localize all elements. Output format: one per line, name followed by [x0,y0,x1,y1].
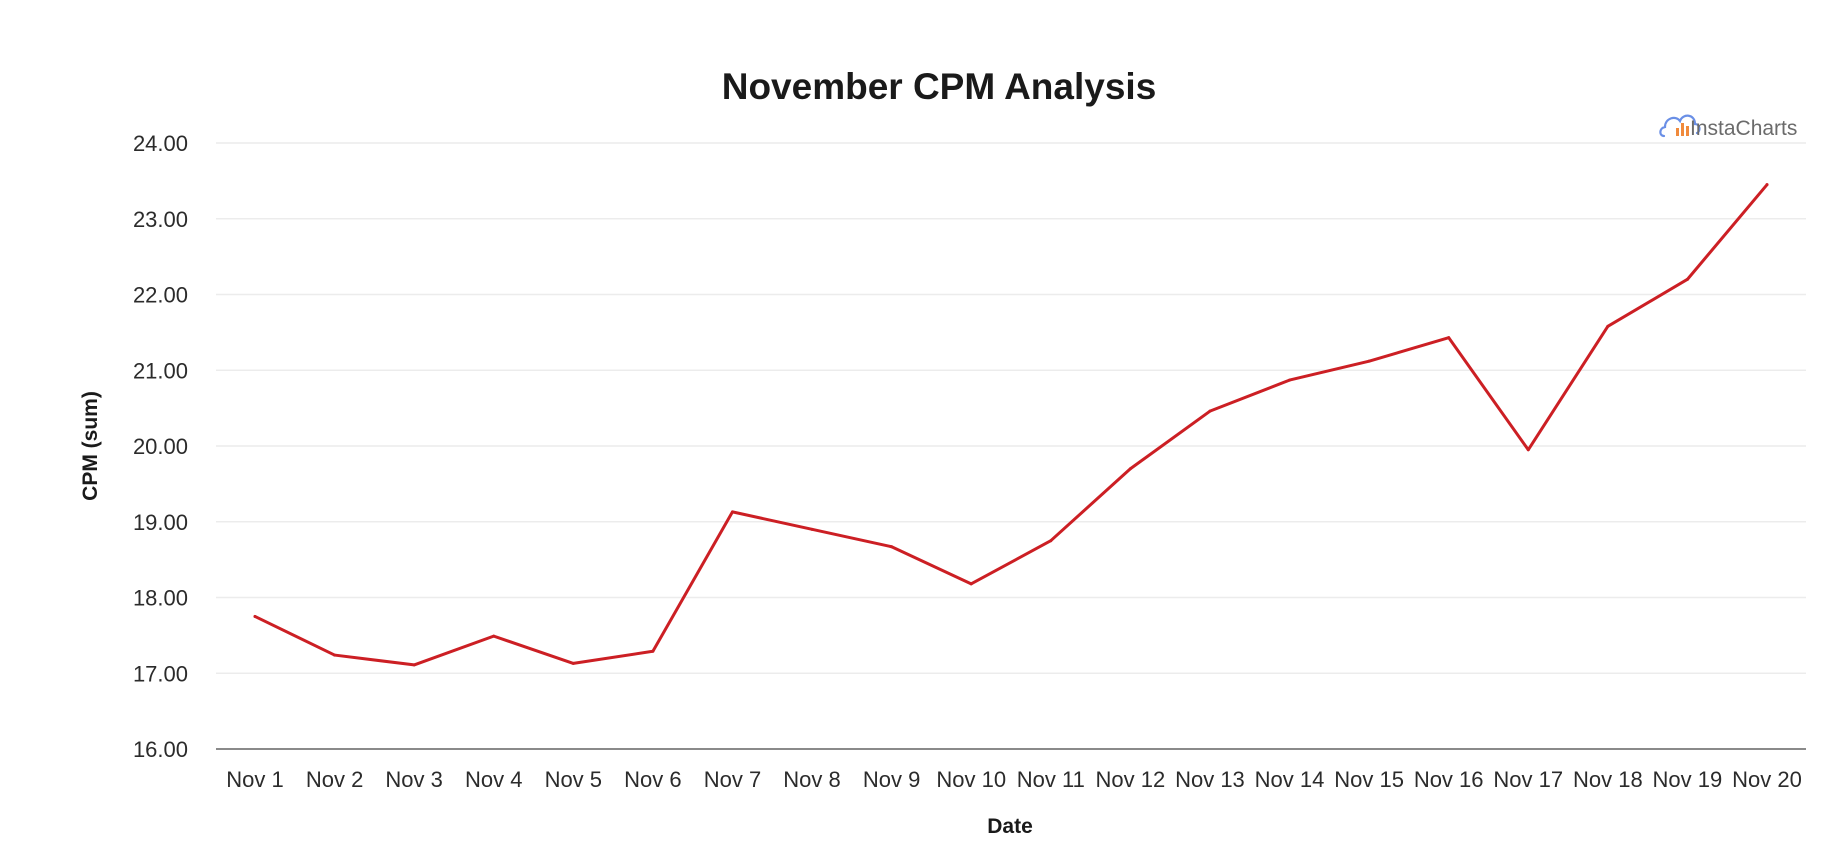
instacharts-watermark: InstaCharts [1659,114,1797,140]
data-point [1526,448,1530,452]
x-tick-label: Nov 18 [1573,767,1643,792]
gridlines [216,142,1806,674]
x-tick-label: Nov 13 [1175,767,1245,792]
y-tick-label: 18.00 [133,586,188,611]
y-tick-label: 24.00 [133,131,188,156]
x-tick-label: Nov 20 [1732,767,1802,792]
data-point [810,527,814,531]
chart-title: November CPM Analysis [722,66,1157,107]
x-tick-label: Nov 11 [1017,767,1085,792]
data-point [1288,378,1292,382]
data-point [730,510,734,514]
x-tick-label: Nov 5 [545,767,602,792]
cloud-chart-icon [1659,114,1701,138]
x-tick-label: Nov 7 [704,767,761,792]
y-axis-ticks: 16.00 17.00 18.00 19.00 20.00 21.00 22.00 23.00… [133,131,188,762]
watermark-text: InstaCharts [1690,117,1797,140]
x-tick-label: Nov 3 [385,767,442,792]
x-axis-ticks: Nov 1 Nov 2 Nov 3 Nov 4 Nov 5 Nov 6 Nov 7 Nov 8… [226,767,1802,792]
data-point [1685,277,1689,281]
y-tick-label: 21.00 [133,358,188,383]
x-tick-label: Nov 17 [1493,767,1563,792]
data-point [1606,324,1610,328]
x-tick-label: Nov 10 [936,767,1006,792]
x-tick-label: Nov 2 [306,767,363,792]
data-point [253,614,257,618]
x-tick-label: Nov 16 [1414,767,1484,792]
data-point [969,582,973,586]
x-axis-title: Date [987,815,1033,838]
data-point [1208,409,1212,413]
data-point [1128,467,1132,471]
y-axis-title: CPM (sum) [79,391,102,501]
x-tick-label: Nov 8 [783,767,840,792]
data-point [412,663,416,667]
series-line-0 [253,183,1769,667]
data-point [890,545,894,549]
data-point [333,653,337,657]
x-tick-label: Nov 12 [1096,767,1166,792]
y-tick-label: 20.00 [133,434,188,459]
data-point [1049,539,1053,543]
x-tick-label: Nov 1 [226,767,283,792]
y-tick-label: 17.00 [133,661,188,686]
y-tick-label: 16.00 [133,737,188,762]
x-tick-label: Nov 4 [465,767,522,792]
data-point [1447,336,1451,340]
data-point [1765,183,1769,187]
y-tick-label: 22.00 [133,283,188,308]
data-point [492,634,496,638]
x-tick-label: Nov 6 [624,767,681,792]
data-point [651,649,655,653]
y-tick-label: 19.00 [133,510,188,535]
y-tick-label: 23.00 [133,207,188,232]
data-point [1367,359,1371,363]
x-tick-label: Nov 14 [1255,767,1325,792]
series-layer [253,183,1769,667]
data-point [571,661,575,665]
x-tick-label: Nov 19 [1653,767,1723,792]
x-tick-label: Nov 15 [1334,767,1404,792]
x-tick-label: Nov 9 [863,767,920,792]
